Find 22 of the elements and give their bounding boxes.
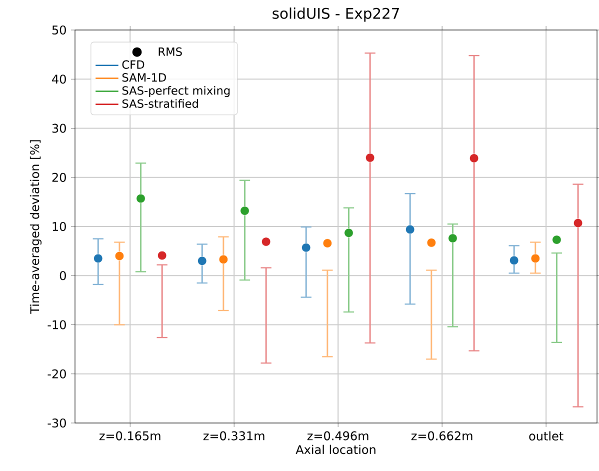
y-tick-label: -30 xyxy=(48,418,66,428)
y-tick-label: 50 xyxy=(52,25,66,35)
x-tick-label: z=0.331m xyxy=(203,431,264,440)
y-axis-title: Time-averaged deviation [%] xyxy=(30,140,42,314)
y-tick-label: 0 xyxy=(60,271,66,280)
x-tick-label: outlet xyxy=(529,431,564,441)
legend-title: RMS xyxy=(158,47,182,56)
y-tick-label: 10 xyxy=(52,222,66,232)
x-tick-label: z=0.662m xyxy=(411,431,472,440)
legend-label: SAS-stratified xyxy=(122,99,198,108)
x-axis-title: Axial location xyxy=(296,444,376,454)
y-tick-label: 40 xyxy=(52,74,66,84)
legend-label: CFD xyxy=(122,60,144,69)
legend-label: SAS-perfect mixing xyxy=(122,86,230,98)
x-tick-label: z=0.496m xyxy=(307,431,368,440)
y-tick-label: -10 xyxy=(48,320,66,330)
x-tick-label: z=0.165m xyxy=(99,431,160,440)
y-tick-label: -20 xyxy=(48,369,66,378)
chart-title: solidUIS - Exp227 xyxy=(272,8,399,22)
y-tick-label: 30 xyxy=(52,124,66,133)
legend-label: SAM-1D xyxy=(122,73,166,82)
y-tick-label: 20 xyxy=(52,172,66,182)
